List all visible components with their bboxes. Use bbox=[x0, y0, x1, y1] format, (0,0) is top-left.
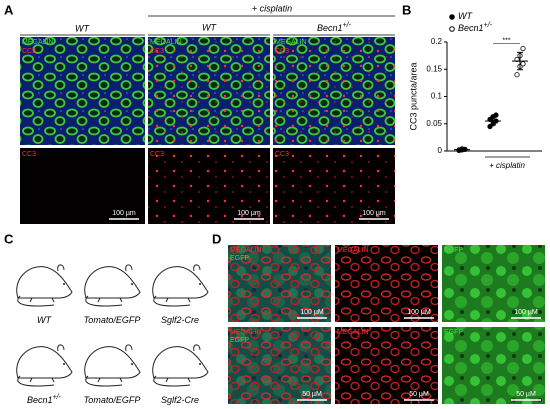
stain-label: MEGALIN bbox=[230, 247, 262, 254]
stain-label: CC3 bbox=[22, 151, 36, 158]
stain-label: MEGALIN bbox=[337, 247, 369, 254]
genotype-label-main: Sglf2-Cre bbox=[161, 395, 199, 405]
mouse-icon bbox=[84, 344, 141, 387]
mouse-icon bbox=[84, 264, 141, 307]
micrograph bbox=[335, 327, 438, 404]
genotype-label: Becn1+/- bbox=[27, 394, 62, 406]
stain-label: EGFP bbox=[230, 337, 249, 344]
micrograph bbox=[228, 327, 331, 404]
legend-marker bbox=[449, 26, 455, 32]
panel-label: D bbox=[212, 231, 221, 246]
stain-label: EGFP bbox=[230, 255, 249, 262]
scale-label: 100 µM bbox=[514, 309, 538, 316]
stain-label: EGFP bbox=[444, 247, 463, 254]
micrograph bbox=[20, 148, 145, 224]
stain-label: CC3 bbox=[275, 151, 289, 158]
stain-label: MEGALIN bbox=[150, 39, 182, 46]
micrograph bbox=[228, 245, 331, 322]
mouse-icon bbox=[16, 344, 73, 387]
micrograph bbox=[273, 37, 395, 145]
stain-label: MEGALIN bbox=[230, 329, 262, 336]
y-tick-label: 0.05 bbox=[426, 119, 442, 128]
stain-label: CC3 bbox=[275, 48, 289, 55]
genotype-label-sup: +/- bbox=[53, 394, 62, 401]
genotype-label-main: WT bbox=[37, 315, 52, 325]
error-bar bbox=[490, 116, 496, 126]
column-header-main: Becn1 bbox=[317, 23, 343, 33]
micrograph bbox=[335, 245, 438, 322]
micrograph bbox=[148, 148, 270, 224]
legend-label-main: WT bbox=[458, 11, 473, 21]
stain-label: EGFP bbox=[444, 329, 463, 336]
stain-label: CC3 bbox=[150, 151, 164, 158]
treatment-header: + cisplatin bbox=[252, 3, 292, 13]
micrograph bbox=[442, 327, 545, 404]
genotype-label-main: Tomato/EGFP bbox=[84, 395, 141, 405]
stain-label: MEGALIN bbox=[275, 39, 307, 46]
legend-label-sup: +/- bbox=[484, 22, 493, 29]
stain-label: MEGALIN bbox=[337, 329, 369, 336]
data-point bbox=[520, 61, 526, 67]
scale-label: 100 µM bbox=[300, 309, 324, 316]
stain-label: CC3 bbox=[22, 48, 36, 55]
legend-label: WT bbox=[458, 11, 473, 21]
scale-label: 50 µM bbox=[409, 391, 429, 398]
legend-label-main: Becn1 bbox=[458, 23, 484, 33]
genotype-label: Tomato/EGFP bbox=[84, 395, 141, 405]
data-point bbox=[493, 112, 499, 118]
y-tick-label: 0 bbox=[438, 146, 443, 155]
scale-label: 50 µM bbox=[302, 391, 322, 398]
scale-label: 100 µm bbox=[362, 210, 386, 217]
mouse-icon bbox=[152, 264, 209, 307]
column-header-sup: +/- bbox=[343, 22, 352, 29]
error-bar bbox=[459, 148, 465, 151]
y-tick-label: 0.1 bbox=[431, 92, 443, 101]
data-point bbox=[514, 56, 520, 63]
scale-label: 100 µm bbox=[112, 210, 136, 217]
genotype-label-main: Sglf2-Cre bbox=[161, 315, 199, 325]
genotype-label: Sglf2-Cre bbox=[161, 315, 199, 325]
error-bar bbox=[517, 51, 523, 71]
genotype-label: Sglf2-Cre bbox=[161, 395, 199, 405]
stain-label: MEGALIN bbox=[22, 39, 54, 46]
panel-label: C bbox=[4, 231, 14, 246]
micrograph bbox=[148, 37, 270, 145]
genotype-label: Tomato/EGFP bbox=[84, 315, 141, 325]
scale-label: 100 µM bbox=[407, 309, 431, 316]
y-tick-label: 0.15 bbox=[426, 64, 442, 73]
data-point bbox=[520, 45, 526, 52]
micrograph bbox=[273, 148, 395, 224]
micrograph bbox=[442, 245, 545, 322]
column-header: WT bbox=[75, 23, 90, 33]
panel-label: A bbox=[4, 2, 14, 17]
y-tick-label: 0.2 bbox=[431, 37, 443, 46]
micrograph bbox=[20, 37, 145, 145]
genotype-label-main: Tomato/EGFP bbox=[84, 315, 141, 325]
data-point bbox=[514, 72, 520, 78]
y-axis-label: CC3 puncta/area bbox=[408, 62, 418, 130]
column-header: WT bbox=[202, 22, 217, 32]
genotype-label: WT bbox=[37, 315, 52, 325]
scale-label: 100 µm bbox=[237, 210, 261, 217]
scale-label: 50 µM bbox=[516, 391, 536, 398]
mouse-icon bbox=[16, 264, 73, 307]
mouse-icon bbox=[152, 344, 209, 387]
legend-marker bbox=[449, 14, 455, 20]
column-header: Becn1+/- bbox=[317, 22, 352, 34]
group-label: + cisplatin bbox=[489, 161, 525, 170]
panel-label: B bbox=[402, 2, 411, 17]
genotype-label-main: Becn1 bbox=[27, 395, 53, 405]
stain-label: CC3 bbox=[150, 48, 164, 55]
significance: *** bbox=[502, 37, 510, 44]
legend-label: Becn1+/- bbox=[458, 22, 493, 34]
